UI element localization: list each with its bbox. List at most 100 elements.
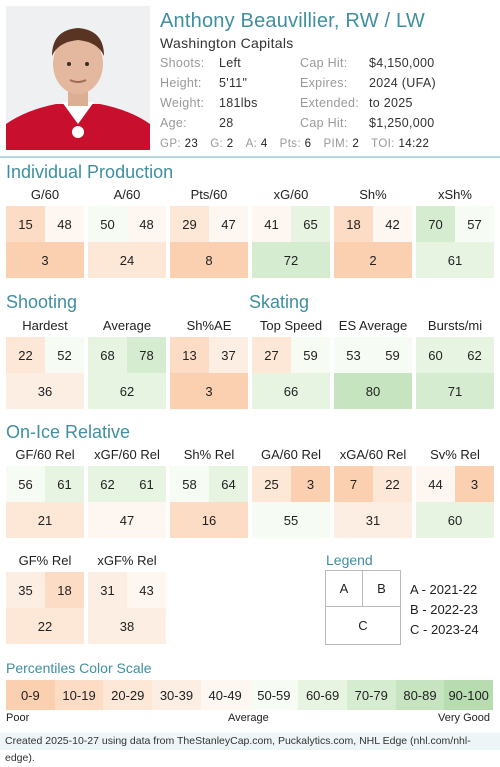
metric-cell-b: 65 (291, 206, 330, 242)
legend-cell-c: C (325, 606, 401, 645)
metric-cell-b: 59 (373, 337, 412, 373)
info-key: Shoots: (160, 56, 205, 70)
info-row: Shoots: Left (160, 56, 241, 70)
metric-cell-b: 52 (45, 337, 84, 373)
info-value: 181lbs (219, 96, 258, 110)
metric-box: 56 61 21 (6, 466, 84, 538)
metric-cell-c: 38 (88, 608, 166, 644)
metric-cell-c: 66 (252, 373, 330, 409)
metric-box: 25 3 55 (252, 466, 330, 538)
info-key: Extended: (300, 96, 359, 110)
info-row: Extended: to 2025 (300, 96, 413, 110)
metric-box: 13 37 3 (170, 337, 248, 409)
metric-cell-b: 43 (127, 572, 166, 608)
scale-bin: 50-59 (249, 680, 299, 710)
info-key: Age: (160, 116, 187, 130)
stat-key: Pts: (279, 138, 302, 150)
metric-cell-b: 64 (209, 466, 248, 502)
metric-box: 70 57 61 (416, 206, 494, 278)
info-value: Left (219, 56, 242, 70)
info-value: to 2025 (369, 96, 413, 110)
metric-box: 29 47 8 (170, 206, 248, 278)
metric-cell-c: 21 (6, 502, 84, 538)
section-individual-production: Individual Production (6, 162, 174, 182)
metric-cell-c: 80 (334, 373, 412, 409)
stat-value: 4 (257, 138, 268, 150)
metric-cell-a: 25 (252, 466, 291, 502)
scale-bin: 10-19 (54, 680, 104, 710)
metric-cell-c: 71 (416, 373, 494, 409)
info-value: 28 (219, 116, 234, 130)
scale-bin: 40-49 (200, 680, 250, 710)
player-name: Anthony Beauvillier, RW / LW (160, 10, 425, 32)
metric-cell-c: 36 (6, 373, 84, 409)
metric-cell-a: 50 (88, 206, 127, 242)
footer-credits: Created 2025-10-27 using data from TheSt… (0, 733, 500, 764)
metric-title: G/60 (30, 187, 60, 202)
metric-box: 35 18 22 (6, 572, 84, 644)
metric-title: xSh% (438, 187, 472, 202)
scale-label-very-good: Very Good (438, 712, 490, 724)
section-shooting: Shooting (6, 292, 78, 312)
scale-bin: 30-39 (152, 680, 201, 710)
metric-cell-c: 2 (334, 242, 412, 278)
info-key: Cap Hit: (300, 116, 348, 130)
color-scale-title: Percentiles Color Scale (6, 660, 152, 676)
info-key: Expires: (300, 76, 348, 90)
legend-cell-a: A (325, 570, 363, 607)
metric-cell-b: 47 (209, 206, 248, 242)
metric-box: 58 64 16 (170, 466, 248, 538)
metric-cell-a: 18 (334, 206, 373, 242)
stat-value: 6 (301, 138, 312, 150)
stat-value: 2 (223, 138, 234, 150)
metric-cell-a: 27 (252, 337, 291, 373)
scale-bin: 80-89 (395, 680, 445, 710)
metric-cell-a: 22 (6, 337, 45, 373)
metric-title: xGF/60 Rel (94, 447, 160, 462)
section-on-ice-relative: On-Ice Relative (6, 422, 131, 442)
legend-item-b: B - 2022-23 (410, 602, 478, 617)
metric-title: GF% Rel (18, 553, 72, 568)
metric-title: GF/60 Rel (15, 447, 75, 462)
metric-cell-a: 41 (252, 206, 291, 242)
metric-box: 18 42 2 (334, 206, 412, 278)
metric-cell-b: 78 (127, 337, 166, 373)
stat-key: GP: (160, 138, 182, 150)
metric-cell-c: 62 (88, 373, 166, 409)
metric-box: 31 43 38 (88, 572, 166, 644)
metric-cell-a: 13 (170, 337, 209, 373)
color-scale: 0-9 10-19 20-29 30-39 40-49 50-59 60-69 70-79 80… (6, 680, 494, 710)
metric-cell-a: 68 (88, 337, 127, 373)
metric-cell-b: 61 (127, 466, 166, 502)
metric-title: xG/60 (273, 187, 309, 202)
info-row: Age: 28 (160, 116, 234, 130)
stat-key: TOI: (371, 138, 395, 150)
metric-title: Top Speed (259, 318, 323, 333)
info-value: $1,250,000 (369, 116, 435, 130)
metric-box: 60 62 71 (416, 337, 494, 409)
metric-title: GA/60 Rel (261, 447, 321, 462)
metric-cell-b: 48 (127, 206, 166, 242)
metric-box: 41 65 72 (252, 206, 330, 278)
metric-title: Bursts/mi (427, 318, 483, 333)
info-row: Cap Hit: $1,250,000 (300, 116, 435, 130)
legend-title: Legend (326, 552, 373, 568)
metric-box: 7 22 31 (334, 466, 412, 538)
legend-item-a: A - 2021-22 (410, 582, 478, 597)
metric-cell-b: 57 (455, 206, 494, 242)
metric-cell-b: 59 (291, 337, 330, 373)
metric-cell-a: 56 (6, 466, 45, 502)
metric-cell-a: 7 (334, 466, 373, 502)
stat-key: G: (210, 138, 224, 150)
legend-item-c: C - 2023-24 (410, 622, 479, 637)
scale-label-poor: Poor (6, 712, 30, 724)
metric-box: 44 3 60 (416, 466, 494, 538)
metric-cell-a: 15 (6, 206, 45, 242)
metric-cell-c: 3 (170, 373, 248, 409)
metric-cell-c: 16 (170, 502, 248, 538)
metric-title: xGF% Rel (97, 553, 157, 568)
info-row: Weight: 181lbs (160, 96, 258, 110)
metric-box: 50 48 24 (88, 206, 166, 278)
metric-title: ES Average (338, 318, 408, 333)
scale-bin: 60-69 (298, 680, 347, 710)
